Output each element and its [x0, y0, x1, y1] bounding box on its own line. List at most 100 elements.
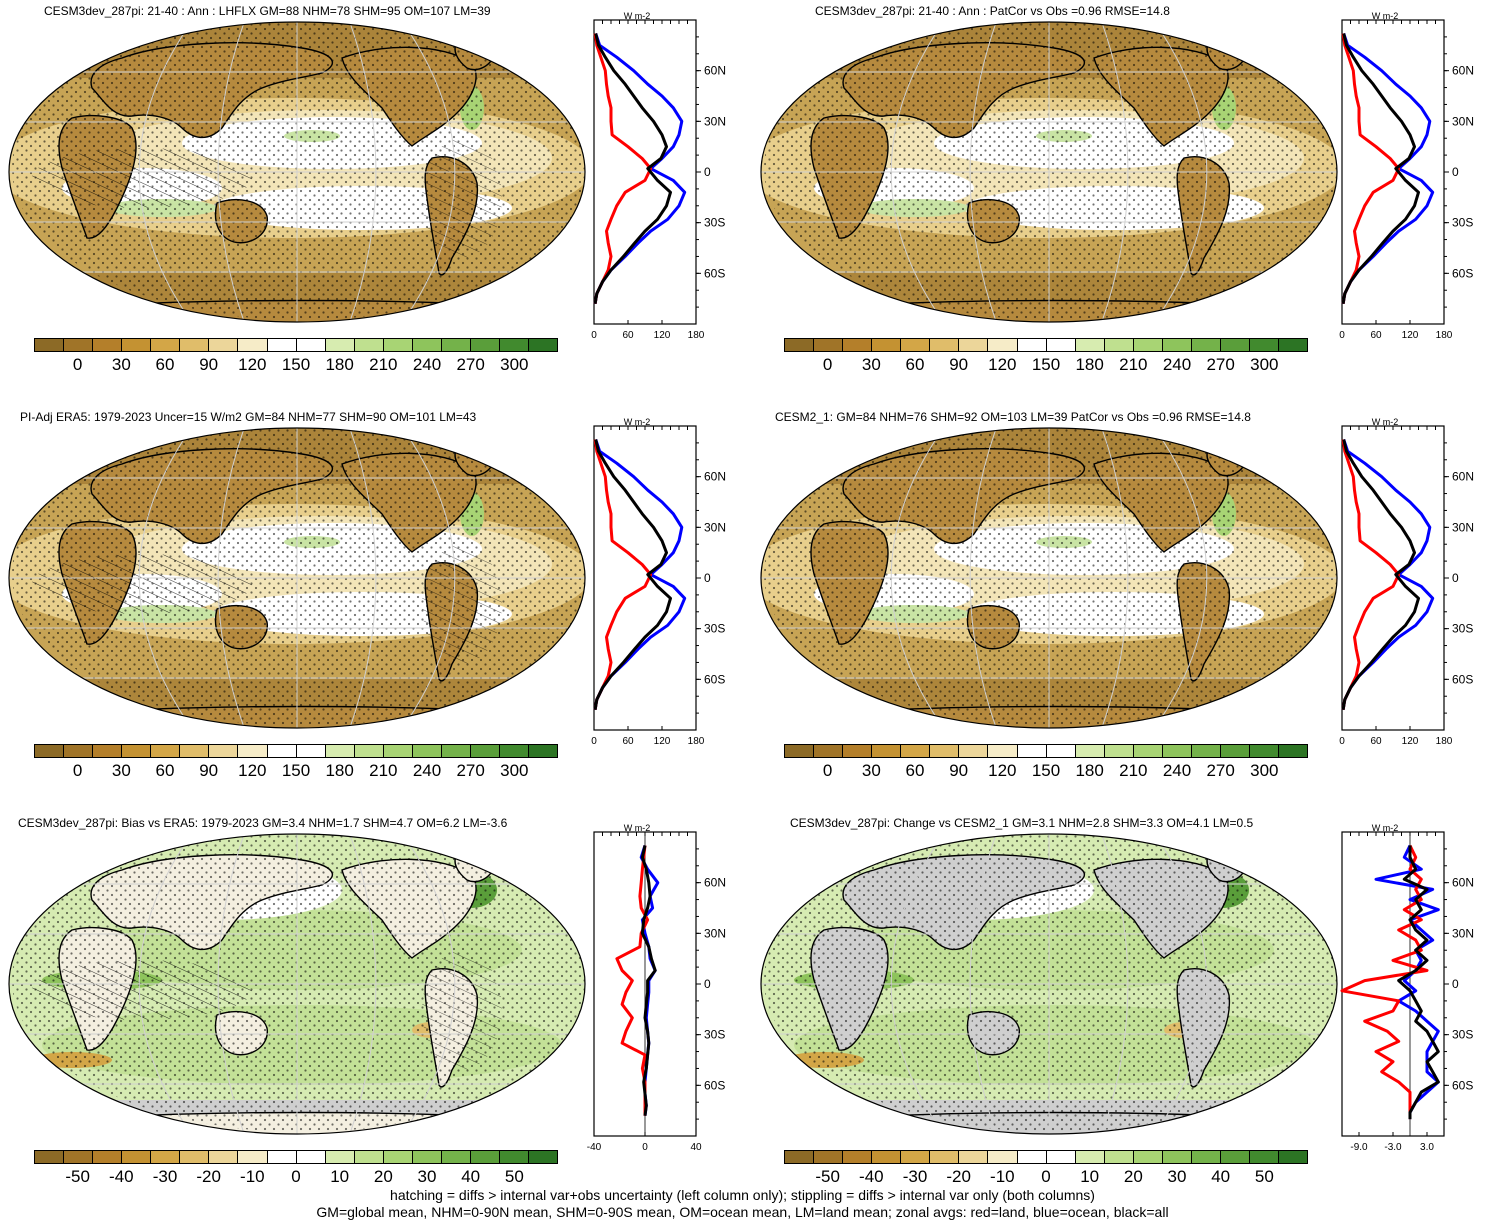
colorbar-tick-label: 10 [330, 1167, 350, 1186]
colorbar-tick-label: 240 [412, 355, 442, 374]
colorbar-swatch [412, 745, 442, 757]
colorbar-tick-label: 150 [1031, 355, 1061, 374]
latitude-tick-label: 30N [1452, 114, 1474, 128]
latitude-tick-label: 30S [704, 1028, 725, 1042]
zonal-land-line [593, 33, 653, 304]
colorbar-swatch [872, 1151, 902, 1163]
colorbar-swatch [267, 339, 297, 351]
colorbar-swatch [988, 339, 1018, 351]
latitude-tick-label: 30S [1452, 1028, 1473, 1042]
zonal-x-tick-label: 60 [1370, 736, 1382, 747]
zonal-x-tick-label: -40 [587, 1142, 602, 1153]
colorbar-boxes [784, 744, 1308, 758]
colorbar-swatch [64, 1151, 94, 1163]
colorbar-swatch [1250, 745, 1280, 757]
colorbar-tick-label: 120 [988, 761, 1017, 780]
colorbar-swatch [959, 1151, 989, 1163]
zonal-land-line [593, 439, 653, 710]
colorbar-swatch [64, 745, 94, 757]
map-border [760, 21, 1338, 323]
zonal-x-tick-label: 180 [1436, 736, 1453, 747]
map-border [8, 427, 586, 729]
colorbar-swatch [901, 745, 931, 757]
latitude-tick-label: 30S [704, 216, 725, 230]
colorbar-swatch [1017, 745, 1047, 757]
latitude-tick-label: 0 [704, 165, 711, 179]
colorbar-swatch [151, 339, 181, 351]
colorbar-tick-label: 240 [1162, 761, 1192, 780]
zonal-svg-2: W m-2 60N 30N 0 30S 60S 0 60 120 180 [1339, 11, 1474, 341]
zonal-x-tick-label: -3.0 [1384, 1142, 1402, 1153]
colorbar-swatch [1046, 1151, 1076, 1163]
colorbar-swatch [325, 339, 355, 351]
colorbar-swatch [64, 339, 94, 351]
panel-title-5: CESM3dev_287pi: Bias vs ERA5: 1979-2023 … [18, 816, 508, 830]
colorbar-swatch [901, 339, 931, 351]
latitude-tick-label: 60N [704, 64, 726, 78]
colorbar-tick-label: 0 [822, 355, 833, 374]
colorbar-swatch [1162, 339, 1192, 351]
colorbar-swatch [267, 745, 297, 757]
colorbar-swatch [93, 339, 123, 351]
zonal-all-line [593, 439, 672, 710]
colorbar-tick-label: -50 [815, 1167, 840, 1186]
latitude-tick-label: 60S [1452, 266, 1473, 280]
colorbar-swatch [1279, 339, 1308, 351]
robinson-map-1 [8, 21, 586, 323]
colorbar-labels: 0 30 60 90 120 150 180 210 240 270 300 [784, 352, 1308, 374]
map-border [760, 833, 1338, 1135]
colorbar-swatch [1191, 1151, 1221, 1163]
colorbar-swatch [209, 339, 239, 351]
colorbar-tick-label: 90 [949, 355, 969, 374]
latitude-tick-label: 60S [704, 672, 725, 686]
zonal-x-tick-label: 180 [688, 330, 705, 341]
map-panel-3 [2, 424, 592, 732]
footnote-line-2: GM=global mean, NHM=0-90N mean, SHM=0-90… [316, 1204, 1169, 1220]
colorbar-swatch [1046, 745, 1076, 757]
zonal-svg-5: W m-2 60N 30N 0 30S 60S -40 0 40 [587, 823, 726, 1153]
colorbar-tick-label: 60 [905, 355, 925, 374]
colorbar-swatch [470, 745, 500, 757]
zonal-all-line [1341, 439, 1420, 710]
latitude-tick-label: 30S [1452, 216, 1473, 230]
colorbar-boxes [34, 1150, 558, 1164]
zonal-all-line [640, 845, 657, 1116]
colorbar-1: 0 30 60 90 120 150 180 210 240 270 300 [34, 338, 558, 374]
map-border [8, 833, 586, 1135]
colorbar-swatch [180, 339, 210, 351]
zonal-land-line [615, 845, 650, 1116]
colorbar-swatch [412, 339, 442, 351]
colorbar-tick-label: 40 [461, 1167, 481, 1186]
colorbar-swatch [296, 1151, 326, 1163]
colorbar-swatch [500, 1151, 530, 1163]
zonal-land-line [1341, 33, 1401, 304]
colorbar-tick-label: 0 [72, 355, 83, 374]
map-border [8, 21, 586, 323]
zonal-plot-3: W m-2 60N 30N 0 30S 60S 0 60 120 180 [591, 417, 726, 756]
zonal-plot-6: W m-2 60N 30N 0 30S 60S -9.0 -3.0 3.0 [1340, 823, 1474, 1162]
latitude-tick-label: 60S [1452, 1078, 1473, 1092]
colorbar-tick-label: 210 [1119, 761, 1148, 780]
zonal-x-tick-label: 180 [688, 736, 705, 747]
colorbar-tick-label: 300 [1250, 355, 1279, 374]
zonal-plot-5: W m-2 60N 30N 0 30S 60S -40 0 40 [587, 823, 726, 1162]
latitude-tick-label: 30N [1452, 520, 1474, 534]
colorbar-swatch [383, 745, 413, 757]
colorbar-tick-label: 0 [291, 1167, 301, 1186]
colorbar-tick-label: -30 [902, 1167, 928, 1186]
colorbar-swatch [383, 1151, 413, 1163]
colorbar-swatch [814, 339, 844, 351]
colorbar-swatch [1075, 1151, 1105, 1163]
colorbar-boxes [784, 338, 1308, 352]
colorbar-swatch [354, 745, 384, 757]
colorbar-5: -50 -40 -30 -20 -10 0 10 20 30 40 50 [34, 1150, 558, 1186]
colorbar-swatch [412, 1151, 442, 1163]
colorbar-swatch [35, 1151, 65, 1163]
colorbar-swatch [122, 339, 152, 351]
zonal-svg-4: W m-2 60N 30N 0 30S 60S 0 60 120 180 [1339, 417, 1474, 747]
colorbar-tick-label: 180 [325, 355, 354, 374]
colorbar-tick-label: 240 [412, 761, 442, 780]
colorbar-tick-label: 180 [325, 761, 354, 780]
robinson-map-2 [760, 21, 1338, 323]
zonal-x-tick-label: 120 [654, 330, 671, 341]
